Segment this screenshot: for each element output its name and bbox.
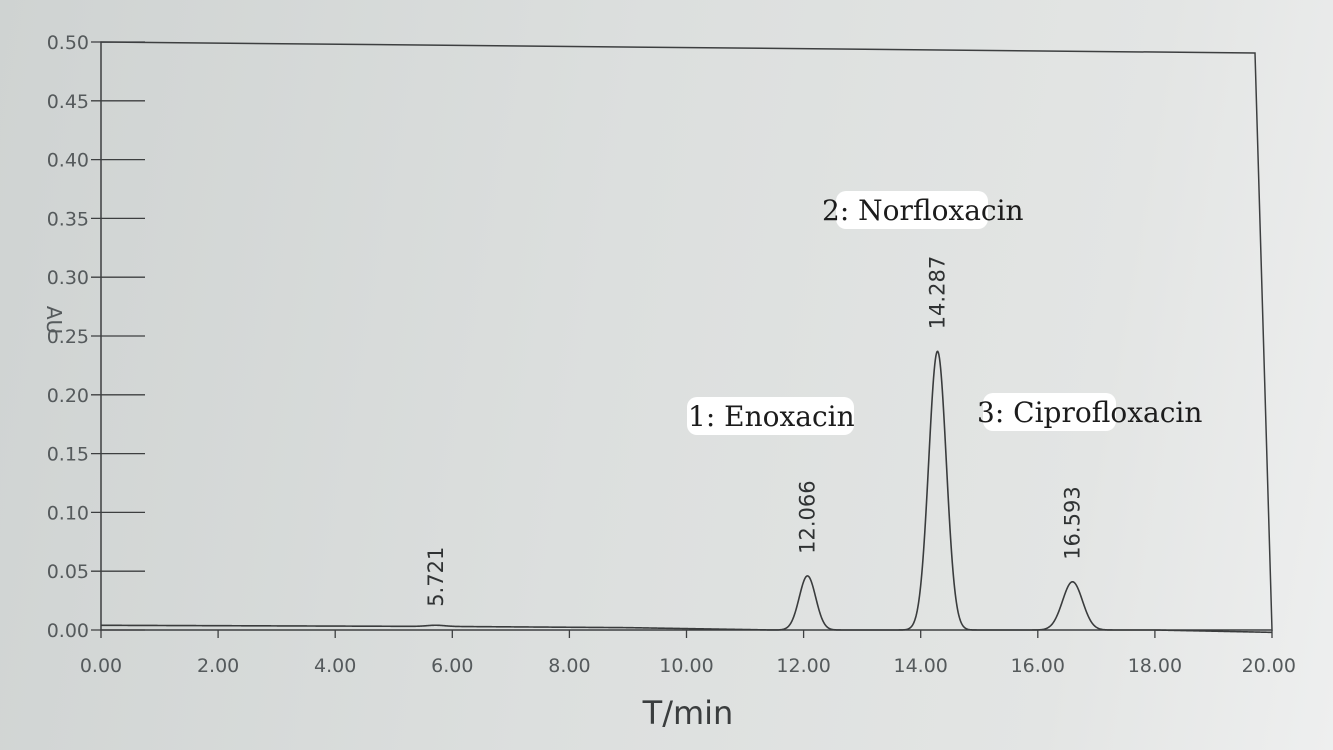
compound-label-background xyxy=(983,393,1116,431)
compound-label: 2: Norfloxacin xyxy=(822,194,1024,227)
x-tick-label: 6.00 xyxy=(431,655,473,677)
x-tick-label: 8.00 xyxy=(548,655,590,677)
x-tick-label: 4.00 xyxy=(314,655,356,677)
compound-label-background xyxy=(836,191,988,229)
y-axis: 0.00 0.05 0.10 0.15 0.20 0.25 0.30 0.35 0.40 0.45… xyxy=(47,32,145,642)
x-axis-title: T/min xyxy=(642,694,734,732)
compound-label: 1: Enoxacin xyxy=(688,400,855,433)
y-tick-label: 0.40 xyxy=(47,150,89,172)
y-tick-label: 0.25 xyxy=(47,326,89,348)
y-tick-label: 0.35 xyxy=(47,208,89,230)
x-tick-label: 16.00 xyxy=(1011,655,1065,677)
x-tick-label: 2.00 xyxy=(197,655,239,677)
x-axis: 0.00 2.00 4.00 6.00 8.00 10.00 12.00 14.00 16.00… xyxy=(80,630,1296,677)
x-tick-label: 18.00 xyxy=(1128,655,1182,677)
chromatogram-trace xyxy=(101,350,1273,634)
y-tick-label: 0.20 xyxy=(47,385,89,407)
compound-label-background xyxy=(687,397,854,435)
x-tick-label: 0.00 xyxy=(80,655,122,677)
plot-frame xyxy=(100,41,1273,631)
peak-label: 14.287 xyxy=(926,256,950,329)
peak-label: 5.721 xyxy=(424,547,448,607)
compound-labels: 1: Enoxacin 2: Norfloxacin 3: Ciprofloxaci… xyxy=(687,191,1202,435)
y-tick-label: 0.10 xyxy=(47,502,89,524)
x-tick-label: 14.00 xyxy=(893,655,947,677)
y-tick-label: 0.30 xyxy=(47,267,89,289)
y-tick-label: 0.00 xyxy=(47,620,89,642)
compound-label: 3: Ciprofloxacin xyxy=(977,396,1202,429)
y-axis-title: AU xyxy=(42,306,66,334)
y-tick-label: 0.05 xyxy=(47,561,89,583)
peak-label: 12.066 xyxy=(796,480,820,553)
peak-labels: 5.721 12.066 14.287 16.593 xyxy=(424,256,1085,607)
y-tick-label: 0.15 xyxy=(47,444,89,466)
x-tick-label: 12.00 xyxy=(776,655,830,677)
plot-border xyxy=(100,41,1273,631)
peak-label: 16.593 xyxy=(1061,486,1085,559)
y-tick-label: 0.50 xyxy=(47,32,89,54)
y-tick-label: 0.45 xyxy=(47,91,89,113)
x-tick-label: 10.00 xyxy=(659,655,713,677)
x-tick-label: 20.00 xyxy=(1242,655,1296,677)
